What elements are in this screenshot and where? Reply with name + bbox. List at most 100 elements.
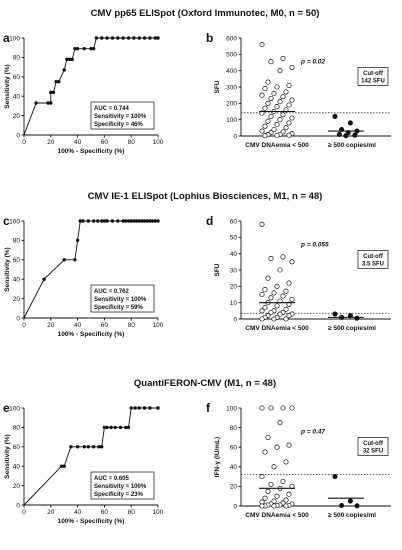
point-low-dnaemia [283,503,289,509]
y-tick-label: 20 [13,113,21,120]
stat-line: AUC = 0.605 [94,476,130,482]
x-tick-label: 80 [128,509,136,516]
roc-point [102,425,107,430]
point-low-dnaemia [283,125,289,131]
stats-box [90,471,155,500]
roc-point [94,36,99,40]
x-category-label: ≥ 500 copies/ml [328,142,376,149]
x-tick-label: 20 [47,509,55,516]
point-low-dnaemia [283,497,289,503]
y-tick-label: 10 [230,300,238,307]
roc-point [126,36,131,40]
stat-line: Sensitivity = 100% [94,297,147,303]
point-low-dnaemia [277,117,283,123]
point-high-dnaemia [332,474,338,480]
point-low-dnaemia [274,122,280,128]
point-high-dnaemia [354,503,360,509]
roc-point [65,57,69,62]
cutoff-label: Cut-off [363,254,384,260]
stat-line: Sensitivity = 100% [94,484,147,490]
stat-line: Specificity = 23% [94,492,144,498]
point-low-dnaemia [259,503,265,509]
roc-point [110,219,115,223]
x-tick-label: 0 [22,322,26,329]
point-low-dnaemia [262,495,268,501]
point-low-dnaemia [268,113,274,119]
roc-point [142,36,147,40]
roc-point [73,258,77,262]
roc-point [133,406,137,410]
roc-point [91,445,96,449]
y-tick-label: 40 [13,464,21,471]
x-tick-label: 60 [101,322,109,329]
point-low-dnaemia [271,503,277,509]
x-tick-label: 20 [47,139,55,146]
roc-point [137,406,141,410]
point-low-dnaemia [268,481,274,487]
y-tick-label: 100 [226,405,237,412]
roc-point [91,46,96,51]
y-tick-label: 40 [13,94,21,101]
point-low-dnaemia [265,118,271,124]
x-category-label: CMV DNAemia < 500 [245,512,309,519]
point-low-dnaemia [283,316,289,322]
y-tick-label: 60 [13,74,21,81]
point-low-dnaemia [274,132,280,139]
x-tick-label: 40 [74,139,82,146]
panel-letter: d [206,214,213,228]
point-low-dnaemia [265,100,271,106]
point-low-dnaemia [262,305,268,311]
roc-point [148,36,152,40]
roc-point [86,445,91,449]
point-high-dnaemia [347,498,353,504]
x-category-label: ≥ 500 copies/ml [328,512,376,519]
panel-letter: b [206,31,213,45]
roc-point [118,425,123,430]
point-low-dnaemia [268,405,274,411]
point-low-dnaemia [274,444,280,450]
roc-point [34,101,38,105]
roc-point [148,219,152,223]
point-low-dnaemia [274,84,280,90]
roc-point [67,57,72,62]
y-tick-label: 0 [16,315,20,322]
roc-point [57,79,61,84]
panel-row-2: CMV IE-1 ELISpot (Lophius Biosciences, M… [3,191,391,338]
point-low-dnaemia [259,221,265,227]
point-high-dnaemia [336,131,342,137]
y-tick-label: 400 [226,68,237,75]
point-low-dnaemia [286,280,292,286]
roc-point [91,219,96,223]
roc-point [75,238,80,243]
roc-point [105,219,109,223]
roc-point [100,219,104,223]
point-low-dnaemia [265,79,271,85]
point-low-dnaemia [286,132,292,138]
stat-line: Sensitivity = 100% [94,114,147,120]
roc-point [100,36,104,40]
point-low-dnaemia [265,275,271,281]
y-tick-label: 60 [13,257,21,264]
point-low-dnaemia [289,115,295,121]
roc-point [137,36,141,40]
x-axis-label: 100% - Specificity (%) [58,518,125,525]
y-tick-label: 40 [230,251,238,258]
point-low-dnaemia [268,95,274,101]
point-low-dnaemia [259,92,265,98]
point-low-dnaemia [268,295,274,301]
x-category-label: CMV DNAemia < 500 [245,142,309,149]
stat-line: AUC = 0.744 [94,106,130,112]
point-low-dnaemia [286,491,292,497]
roc-point [132,219,136,223]
point-low-dnaemia [265,434,271,440]
point-low-dnaemia [259,308,265,314]
x-tick-label: 80 [128,139,136,146]
point-low-dnaemia [262,123,268,129]
panel-letter: c [3,214,10,228]
roc-point [59,464,64,468]
x-axis-label: 100% - Specificity (%) [58,148,125,155]
point-low-dnaemia [280,254,286,260]
roc-point [49,101,53,105]
panel-row-3: QuantiFERON-CMV (M1, n = 48)e02040608010… [3,378,391,525]
roc-point [75,46,80,51]
